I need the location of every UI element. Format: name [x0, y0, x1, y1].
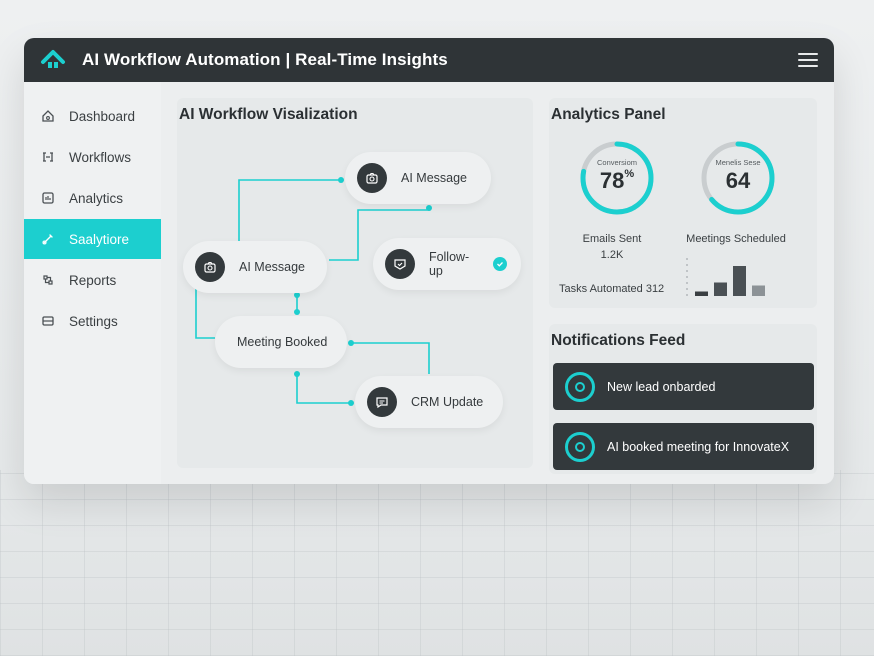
check-icon [493, 257, 507, 271]
node-crm-update[interactable]: CRM Update [355, 376, 503, 428]
notification-text: AI booked meeting for InnovateX [607, 439, 790, 454]
reports-icon [40, 272, 56, 288]
background-floor-grid [0, 470, 874, 656]
sidebar-item-analytics[interactable]: Analytics [24, 178, 161, 218]
node-meeting-booked[interactable]: Meeting Booked [215, 316, 347, 368]
hamburger-menu-icon[interactable] [798, 53, 818, 67]
node-ai-message-top[interactable]: AI Message [345, 152, 491, 204]
connector-dot [348, 400, 354, 406]
node-follow-up[interactable]: Follow-up [373, 238, 521, 290]
meetings-gauge: Menelis Sese 64 [698, 138, 778, 218]
wand-icon [40, 231, 56, 247]
connector-dot [426, 205, 432, 211]
conversion-label: Conversiom [596, 158, 637, 167]
sidebar-item-reports[interactable]: Reports [24, 260, 161, 300]
chat-icon [367, 387, 397, 417]
tasks-automated: Tasks Automated 312 [559, 283, 665, 295]
meetings-scheduled-label: Meetings Scheduled [686, 233, 786, 245]
conversion-gauge: Conversiom 78% [577, 138, 657, 218]
connector-dot [294, 371, 300, 377]
target-icon [565, 371, 595, 402]
sidebar-item-label: Saalytiore [69, 231, 130, 247]
node-label: Follow-up [428, 250, 470, 278]
connector-dot [294, 309, 300, 315]
home-icon [40, 108, 56, 124]
connector-line [296, 374, 351, 404]
conversion-value: 78% [599, 168, 635, 193]
analytics-panel: Analytics Panel Conversiom 78% Menelis S… [549, 98, 817, 308]
emails-sent-value: 1.2K [600, 249, 624, 261]
shield-check-icon [385, 249, 415, 279]
node-label: Meeting Booked [237, 335, 328, 349]
emails-sent-label: Emails Sent [582, 233, 642, 245]
node-label: AI Message [401, 171, 468, 185]
sidebar-item-label: Analytics [69, 190, 124, 206]
title-bar: AI Workflow Automation | Real-Time Insig… [24, 38, 834, 82]
meetings-gauge-value: 64 [725, 168, 751, 193]
sidebar-item-saalytiore[interactable]: Saalytiore [24, 219, 161, 259]
mini-chart-bar [733, 266, 746, 296]
connector-line [351, 342, 430, 374]
node-label: AI Message [239, 260, 306, 274]
connector-dot [294, 292, 300, 298]
node-ai-message-left[interactable]: AI Message [183, 241, 327, 293]
meetings-mini-chart [686, 258, 765, 296]
settings-icon [40, 313, 56, 329]
connector-line [238, 179, 341, 243]
workflow-connectors [195, 177, 432, 406]
mini-chart-bar [714, 282, 727, 296]
logo-icon [41, 50, 65, 68]
notifications-panel: Notifications Feed New lead onbarded AI … [549, 324, 817, 474]
sidebar-item-label: Dashboard [69, 108, 136, 124]
analytics-icon [40, 190, 56, 206]
node-label: CRM Update [411, 395, 484, 409]
app-window: AI Workflow Automation | Real-Time Insig… [24, 38, 834, 484]
analytics-panel-title: Analytics Panel [551, 106, 666, 123]
sidebar-item-dashboard[interactable]: Dashboard [24, 96, 161, 136]
workflow-panel: AI Workflow Visalization [177, 98, 533, 468]
camera-icon [195, 252, 225, 282]
mini-chart-bar [752, 285, 765, 296]
notification-text: New lead onbarded [607, 379, 716, 394]
connector-dot [348, 340, 354, 346]
sidebar-item-label: Reports [69, 272, 117, 288]
meetings-gauge-label: Menelis Sese [715, 158, 761, 167]
notification-item[interactable]: AI booked meeting for InnovateX [553, 423, 814, 470]
connector-dot [338, 177, 344, 183]
app-title: AI Workflow Automation | Real-Time Insig… [82, 50, 448, 69]
camera-icon [357, 163, 387, 193]
sidebar-item-workflows[interactable]: Workflows [24, 137, 161, 177]
notification-item[interactable]: New lead onbarded [553, 363, 814, 410]
sidebar-item-label: Settings [69, 313, 118, 329]
target-icon [565, 431, 595, 462]
workflow-icon [40, 149, 56, 165]
workflow-panel-title: AI Workflow Visalization [179, 106, 358, 123]
sidebar-item-label: Workflows [69, 149, 132, 165]
sidebar-item-settings[interactable]: Settings [24, 301, 161, 341]
connector-line [195, 268, 215, 339]
notifications-panel-title: Notifications Feed [551, 332, 686, 349]
mini-chart-bar [695, 291, 708, 296]
sidebar: Dashboard Workflows Analytics Saalytiore… [24, 82, 161, 484]
